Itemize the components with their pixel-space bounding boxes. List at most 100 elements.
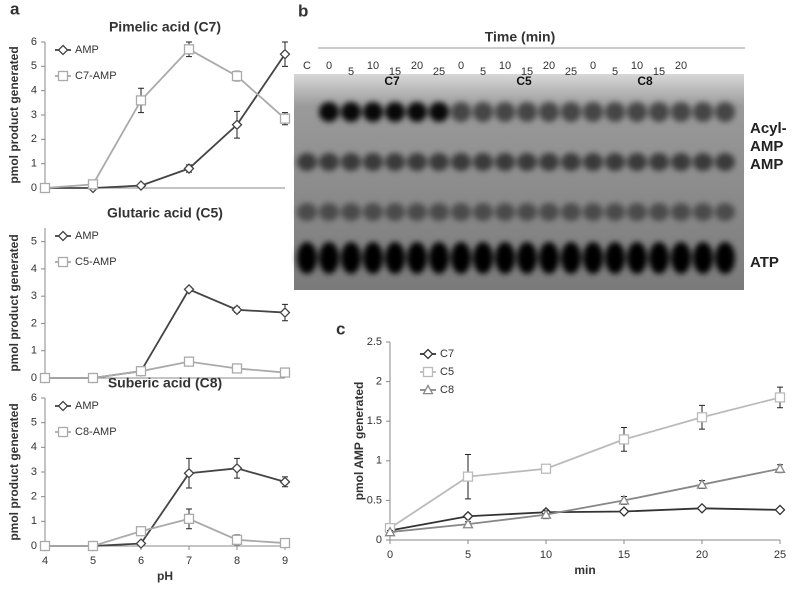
gel-lane-time: 20 <box>675 60 687 72</box>
marker <box>279 537 291 549</box>
gel-band <box>561 203 581 221</box>
marker <box>279 48 291 60</box>
gel-band <box>605 203 625 221</box>
gel-band <box>451 102 471 122</box>
series-line <box>45 467 286 547</box>
marker <box>384 526 396 537</box>
gel-band <box>363 203 383 221</box>
marker <box>39 540 51 552</box>
band-label: ATP <box>750 254 779 271</box>
gel-band <box>693 242 713 274</box>
y-tick-label: 3 <box>31 109 37 121</box>
gel-band <box>407 203 427 221</box>
legend-label: C7 <box>440 348 454 360</box>
y-tick-label: 5 <box>31 60 37 72</box>
gel-band <box>473 102 493 122</box>
marker <box>696 502 708 514</box>
gel-band <box>297 153 317 171</box>
gel-band <box>341 242 361 274</box>
gel-band <box>473 153 493 171</box>
gel-lane-time: 10 <box>631 60 643 72</box>
marker <box>774 504 786 516</box>
marker <box>696 478 708 489</box>
gel-band <box>605 153 625 171</box>
y-tick-label: 6 <box>31 392 37 404</box>
gel-band <box>539 153 559 171</box>
x-tick-label: 4 <box>42 555 48 567</box>
y-tick-label: 0.5 <box>367 494 382 506</box>
gel-band <box>671 203 691 221</box>
gel-band <box>693 102 713 122</box>
gel-band <box>715 203 735 221</box>
marker <box>231 119 243 131</box>
gel-band <box>451 203 471 221</box>
marker <box>462 471 474 482</box>
marker <box>231 70 243 82</box>
gel-band <box>407 242 427 274</box>
band-label: Acyl-AMP <box>750 120 787 155</box>
y-tick-label: 4 <box>31 263 37 275</box>
gel-lane-time: 10 <box>499 60 511 72</box>
gel-band <box>297 242 317 274</box>
marker <box>696 412 708 423</box>
gel-band <box>319 242 339 274</box>
marker <box>183 283 195 295</box>
gel-lane-time: 10 <box>367 60 379 72</box>
x-tick-label: 20 <box>696 549 708 561</box>
gel-band <box>693 153 713 171</box>
gel-band <box>341 203 361 221</box>
gel-lane-time: 20 <box>543 60 555 72</box>
series-line <box>45 360 286 379</box>
chart-title: Suberic acid (C8) <box>108 375 222 391</box>
gel-lane-time: 15 <box>653 66 665 78</box>
y-tick-label: 5 <box>31 236 37 248</box>
y-axis-label: pmol product generated <box>7 234 21 371</box>
gel-band <box>407 153 427 171</box>
gel-band <box>693 203 713 221</box>
legend-marker <box>57 230 69 242</box>
gel-band <box>385 203 405 221</box>
y-tick-label: 3 <box>31 466 37 478</box>
gel-band <box>649 153 669 171</box>
marker <box>231 462 243 474</box>
y-tick-label: 4 <box>31 441 37 453</box>
gel-band <box>561 153 581 171</box>
gel-band <box>583 153 603 171</box>
gel-band <box>429 102 449 122</box>
marker <box>279 367 291 378</box>
gel-group-label: C8 <box>637 74 653 88</box>
gel-bands <box>297 102 735 274</box>
y-tick-label: 2 <box>376 376 382 388</box>
marker <box>87 540 99 552</box>
x-tick-label: 15 <box>618 549 630 561</box>
gel-band <box>671 242 691 274</box>
legend-label: AMP <box>75 230 99 242</box>
gel-band <box>583 203 603 221</box>
gel-band <box>583 102 603 122</box>
x-tick-label: 5 <box>90 555 96 567</box>
gel-band <box>363 102 383 122</box>
y-tick-label: 0 <box>376 534 382 546</box>
marker <box>618 494 630 505</box>
gel-band <box>495 242 515 274</box>
gel-band <box>715 102 735 122</box>
gel-band <box>649 102 669 122</box>
y-axis-label: pmol product generated <box>7 403 21 540</box>
legend-marker <box>422 366 434 378</box>
x-tick-label: 9 <box>282 555 288 567</box>
gel-band <box>605 242 625 274</box>
gel-lane-time: 25 <box>565 66 577 78</box>
legend-marker <box>57 44 69 56</box>
gel-band <box>649 242 669 274</box>
chart-title: Pimelic acid (C7) <box>109 19 221 35</box>
y-tick-label: 1 <box>31 345 37 357</box>
chart-title: Glutaric acid (C5) <box>107 205 223 221</box>
marker <box>618 434 630 445</box>
y-tick-label: 2.5 <box>367 336 382 348</box>
x-tick-label: 7 <box>186 555 192 567</box>
legend-marker <box>57 400 69 412</box>
legend-label: C7-AMP <box>75 70 117 82</box>
marker <box>135 538 147 549</box>
